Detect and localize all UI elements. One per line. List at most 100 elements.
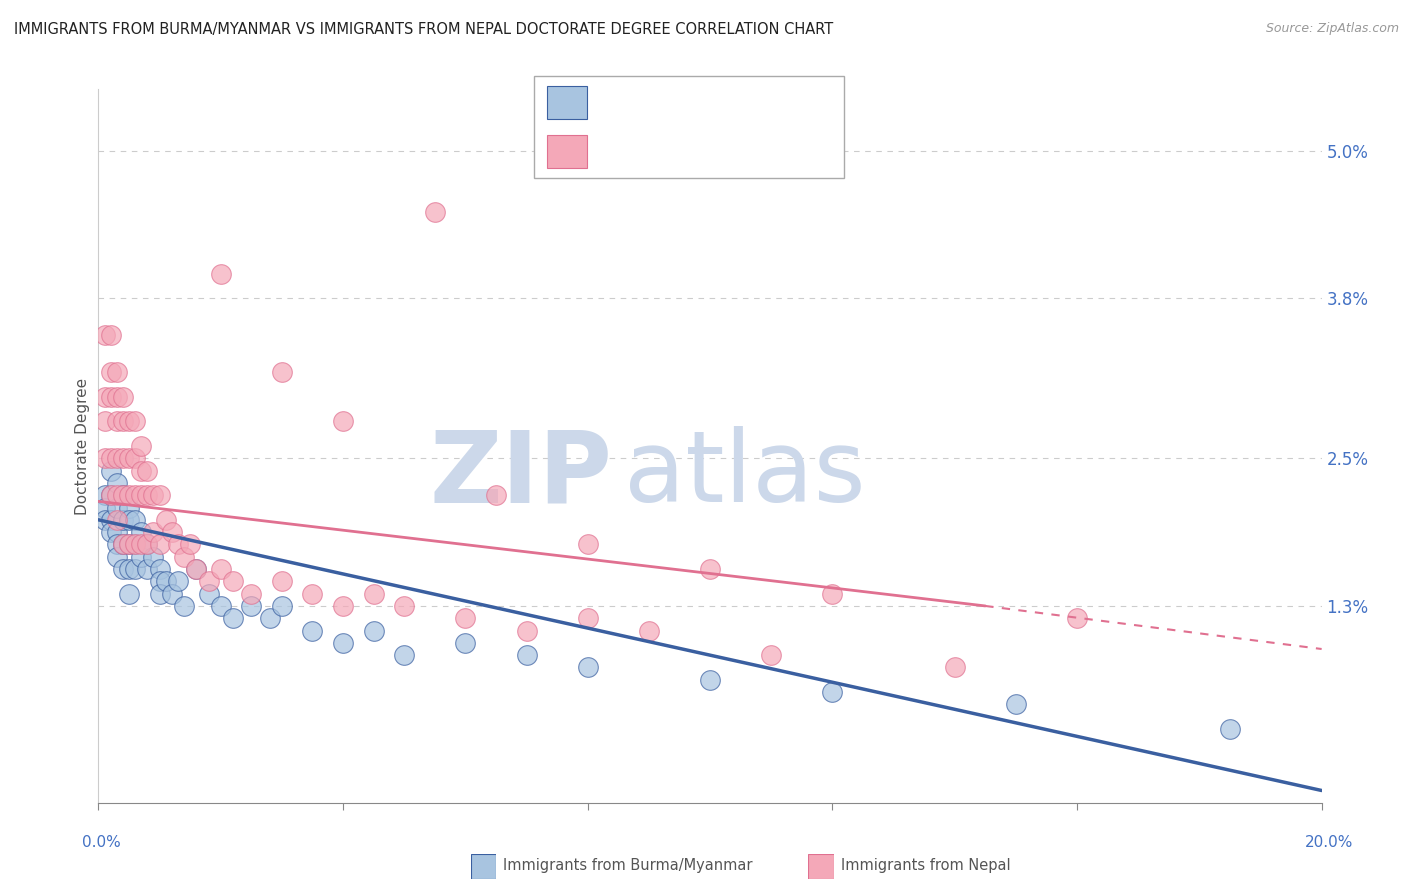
- Text: -0.425: -0.425: [652, 94, 710, 112]
- Point: [105, 549, 128, 564]
- Text: N =: N =: [725, 143, 766, 161]
- Text: IMMIGRANTS FROM BURMA/MYANMAR VS IMMIGRANTS FROM NEPAL DOCTORATE DEGREE CORRELAT: IMMIGRANTS FROM BURMA/MYANMAR VS IMMIGRA…: [14, 22, 834, 37]
- Point: [142, 549, 165, 564]
- Point: [105, 414, 128, 428]
- Point: [136, 537, 159, 551]
- Point: [93, 500, 115, 515]
- Point: [240, 587, 263, 601]
- Point: [111, 537, 134, 551]
- Text: N =: N =: [725, 94, 766, 112]
- Point: [699, 673, 721, 687]
- Point: [124, 513, 146, 527]
- Point: [93, 414, 115, 428]
- Text: ZIP: ZIP: [429, 426, 612, 523]
- Point: [209, 599, 232, 613]
- Point: [105, 488, 128, 502]
- Point: [111, 537, 134, 551]
- Text: Immigrants from Burma/Myanmar: Immigrants from Burma/Myanmar: [503, 858, 752, 872]
- Point: [111, 414, 134, 428]
- Point: [118, 500, 141, 515]
- Point: [485, 488, 508, 502]
- Point: [197, 587, 219, 601]
- Point: [197, 574, 219, 589]
- Point: [576, 537, 599, 551]
- Point: [1004, 698, 1026, 712]
- Point: [129, 464, 152, 478]
- Point: [129, 488, 152, 502]
- Text: R =: R =: [596, 94, 636, 112]
- Point: [129, 549, 152, 564]
- Point: [637, 624, 661, 638]
- Point: [100, 488, 122, 502]
- Text: Source: ZipAtlas.com: Source: ZipAtlas.com: [1265, 22, 1399, 36]
- Point: [100, 328, 122, 343]
- Text: -0.161: -0.161: [652, 143, 710, 161]
- Point: [136, 537, 159, 551]
- Point: [129, 537, 152, 551]
- Point: [332, 636, 354, 650]
- Point: [136, 464, 159, 478]
- Point: [516, 648, 538, 662]
- Point: [209, 267, 232, 281]
- Point: [129, 439, 152, 453]
- Point: [821, 587, 844, 601]
- Point: [100, 464, 122, 478]
- Point: [576, 611, 599, 625]
- Point: [136, 562, 159, 576]
- Point: [124, 537, 146, 551]
- Point: [222, 574, 245, 589]
- Point: [454, 636, 477, 650]
- Point: [129, 525, 152, 540]
- Point: [124, 562, 146, 576]
- Point: [160, 525, 183, 540]
- Point: [167, 574, 190, 589]
- Point: [124, 414, 146, 428]
- Point: [270, 574, 292, 589]
- Text: R =: R =: [596, 143, 636, 161]
- Point: [124, 451, 146, 466]
- Point: [759, 648, 782, 662]
- Point: [111, 488, 134, 502]
- Point: [363, 587, 385, 601]
- Point: [93, 451, 115, 466]
- Point: [111, 390, 134, 404]
- Point: [454, 611, 477, 625]
- Point: [111, 488, 134, 502]
- Point: [142, 525, 165, 540]
- Point: [149, 537, 172, 551]
- Bar: [547, 87, 586, 119]
- Point: [93, 390, 115, 404]
- Point: [423, 205, 446, 219]
- Text: Immigrants from Nepal: Immigrants from Nepal: [841, 858, 1011, 872]
- Point: [105, 451, 128, 466]
- Point: [332, 414, 354, 428]
- Point: [149, 562, 172, 576]
- Point: [149, 574, 172, 589]
- Point: [100, 451, 122, 466]
- Point: [105, 475, 128, 490]
- Point: [105, 390, 128, 404]
- Point: [160, 587, 183, 601]
- Point: [209, 562, 232, 576]
- Text: 69: 69: [779, 143, 801, 161]
- Point: [118, 451, 141, 466]
- Point: [167, 537, 190, 551]
- Point: [118, 537, 141, 551]
- Point: [118, 562, 141, 576]
- Point: [1066, 611, 1088, 625]
- Point: [136, 488, 159, 502]
- Point: [93, 328, 115, 343]
- Point: [392, 599, 416, 613]
- Point: [100, 525, 122, 540]
- Point: [186, 562, 208, 576]
- Point: [118, 488, 141, 502]
- Point: [943, 660, 966, 674]
- Point: [301, 624, 323, 638]
- Point: [100, 390, 122, 404]
- Point: [179, 537, 201, 551]
- Bar: [547, 136, 586, 168]
- Point: [222, 611, 245, 625]
- Point: [821, 685, 844, 699]
- Point: [301, 587, 323, 601]
- Y-axis label: Doctorate Degree: Doctorate Degree: [75, 377, 90, 515]
